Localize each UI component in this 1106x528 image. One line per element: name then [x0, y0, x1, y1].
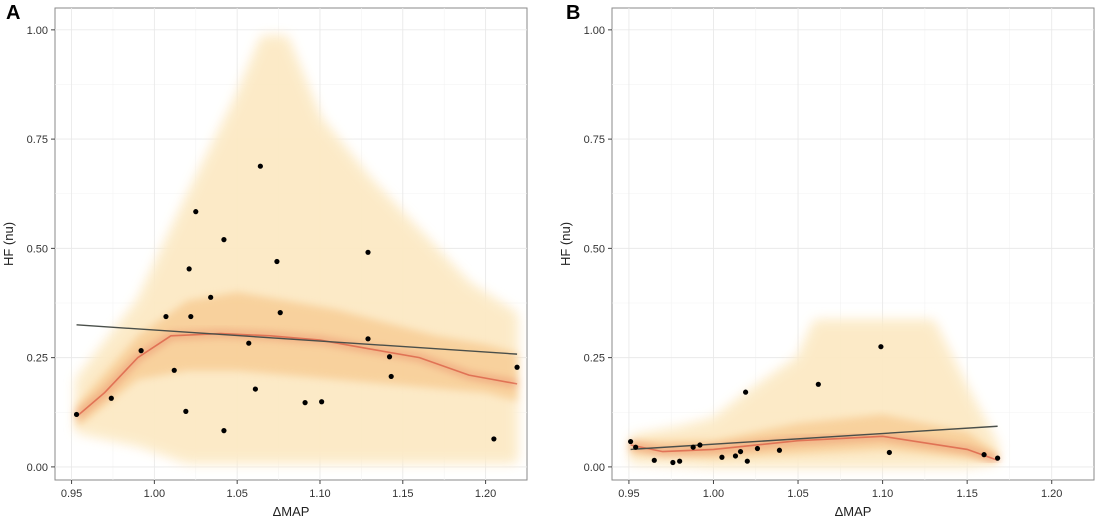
- y-tick-label: 0.50: [27, 243, 48, 255]
- x-tick-label: 1.05: [787, 488, 808, 500]
- data-point: [633, 444, 639, 450]
- data-point: [743, 389, 749, 395]
- data-point: [514, 364, 520, 370]
- data-point: [108, 395, 114, 401]
- data-point: [754, 445, 761, 452]
- data-point: [776, 447, 783, 453]
- regression-line: [76, 324, 518, 355]
- data-point: [365, 249, 371, 255]
- data-point: [737, 448, 744, 455]
- x-tick-label: 1.15: [956, 488, 977, 500]
- x-tick-label: 0.95: [618, 488, 639, 500]
- data-point: [388, 373, 394, 380]
- y-tick-label: 0.00: [584, 462, 605, 474]
- y-tick-label: 0.75: [27, 134, 48, 146]
- x-tick-label: 1.20: [475, 488, 496, 500]
- x-tick-label: 1.10: [872, 488, 893, 500]
- y-tick-label: 1.00: [584, 25, 605, 37]
- x-tick-label: 1.05: [226, 488, 247, 500]
- data-point: [188, 313, 194, 320]
- x-tick-label: 1.10: [309, 488, 330, 500]
- data-point: [815, 381, 821, 387]
- data-point: [732, 453, 739, 459]
- data-point: [697, 442, 703, 448]
- smooth-curve: [75, 332, 518, 418]
- x-tick-label: 1.15: [392, 488, 413, 500]
- data-point: [221, 237, 227, 243]
- data-point: [744, 458, 750, 464]
- panel-a-label: A: [6, 2, 21, 24]
- data-point: [252, 386, 258, 392]
- data-point: [981, 452, 987, 458]
- data-point: [221, 428, 227, 434]
- data-point: [193, 209, 199, 215]
- data-point: [257, 163, 263, 169]
- data-point: [73, 411, 80, 418]
- data-point: [319, 399, 325, 405]
- data-point: [246, 340, 252, 346]
- panel-a-chart: 0.95 1.00 1.05 1.10 1.15 1.20 0.00 0.25 0.50 0.75…: [1, 7, 528, 519]
- data-point: [491, 436, 497, 442]
- data-point: [365, 336, 371, 342]
- y-tick-label: 0.00: [27, 462, 48, 474]
- grid: [612, 8, 1094, 480]
- data-point: [628, 438, 634, 445]
- smooth-curve: [630, 435, 998, 462]
- panel-b-chart: 0.95 1.00 1.05 1.10 1.15 1.20 0.00 0.25 0.50 0.75…: [558, 7, 1095, 519]
- y-axis-title: HF (nu): [558, 222, 573, 266]
- y-tick-label: 0.50: [584, 243, 605, 255]
- x-tick-label: 1.20: [1041, 488, 1062, 500]
- y-tick-label: 0.25: [584, 353, 605, 365]
- data-point: [208, 294, 214, 300]
- data-point: [878, 344, 884, 350]
- data-point: [138, 348, 144, 354]
- y-tick-label: 1.00: [27, 25, 48, 37]
- x-tick-label: 0.95: [61, 488, 82, 500]
- panel-b-label: B: [566, 2, 581, 24]
- core-density-band: [76, 292, 518, 428]
- y-axis-title: HF (nu): [1, 222, 16, 266]
- data-point: [670, 459, 676, 466]
- data-point: [163, 313, 169, 320]
- data-point: [302, 400, 308, 406]
- x-axis-title: ΔMAP: [273, 504, 310, 519]
- density-bands: [74, 36, 518, 463]
- data-point: [274, 258, 280, 265]
- data-point: [171, 367, 177, 373]
- data-point: [719, 454, 725, 460]
- y-tick-label: 0.75: [584, 134, 605, 146]
- data-point: [886, 449, 892, 456]
- data-point: [677, 458, 683, 464]
- data-point: [183, 408, 189, 414]
- data-point: [995, 455, 1001, 461]
- data-point: [651, 457, 657, 463]
- x-tick-label: 1.00: [144, 488, 165, 500]
- data-point: [690, 444, 696, 450]
- data-point: [386, 354, 393, 360]
- y-tick-label: 0.25: [27, 353, 48, 365]
- x-tick-label: 1.00: [703, 488, 724, 500]
- x-axis-title: ΔMAP: [835, 504, 872, 519]
- data-point: [186, 266, 192, 272]
- data-point: [277, 310, 283, 316]
